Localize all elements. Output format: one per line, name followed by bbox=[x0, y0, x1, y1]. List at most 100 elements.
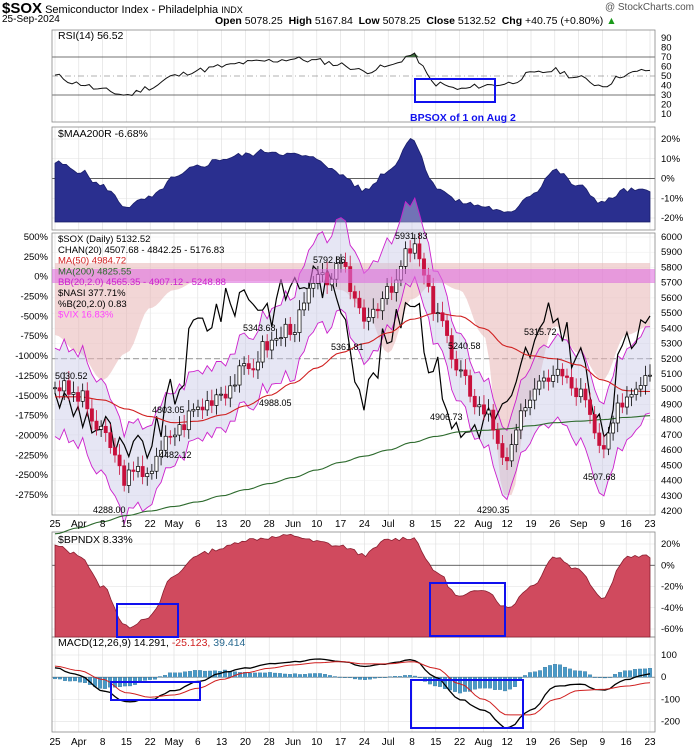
ohlc-readout: Open 5078.25 High 5167.84 Low 5078.25 Cl… bbox=[215, 15, 617, 27]
macd-histogram-bar bbox=[468, 677, 472, 692]
price-tick-right: 4300 bbox=[661, 491, 682, 502]
x-tick-label-top: Jul bbox=[382, 519, 395, 530]
macd-histogram-bar bbox=[383, 677, 387, 678]
candle-body bbox=[140, 466, 145, 477]
macd-histogram-bar bbox=[78, 677, 82, 683]
macd-histogram-bar bbox=[193, 670, 197, 678]
rsi-overbought-fill bbox=[55, 53, 650, 57]
maa-tick: -10% bbox=[661, 193, 684, 204]
macd-histogram-bar bbox=[643, 668, 647, 678]
candle-body bbox=[53, 387, 57, 390]
macd-histogram-bar bbox=[188, 671, 192, 678]
candle-body bbox=[449, 335, 454, 360]
macd-histogram-bar bbox=[133, 677, 137, 685]
price-annotation: 4482.12 bbox=[159, 450, 192, 460]
candle-body bbox=[541, 377, 546, 382]
candle-body bbox=[431, 286, 436, 314]
price-tick-right: 5200 bbox=[661, 354, 682, 365]
x-tick-label-top: 15 bbox=[430, 519, 442, 530]
x-tick-label-top: 9 bbox=[600, 519, 606, 530]
macd-histogram-bar bbox=[268, 672, 272, 678]
x-tick-label-bottom: 24 bbox=[359, 737, 371, 748]
x-tick-label-bottom: 9 bbox=[600, 737, 606, 748]
macd-histogram-bar bbox=[358, 677, 362, 680]
macd-histogram-bar bbox=[613, 674, 617, 678]
x-tick-label-bottom: 12 bbox=[502, 737, 514, 748]
price-tick-right: 4500 bbox=[661, 460, 682, 471]
candle-body bbox=[366, 317, 371, 322]
candle-body bbox=[500, 443, 505, 458]
macd-histogram-bar bbox=[573, 670, 577, 678]
price-tick-right: 5700 bbox=[661, 278, 682, 289]
macd-histogram-bar bbox=[173, 672, 177, 678]
candle-body bbox=[648, 374, 652, 377]
macd-histogram-bar bbox=[483, 677, 487, 689]
macd-histogram-bar bbox=[588, 674, 592, 678]
candle-body bbox=[468, 375, 473, 397]
macd-histogram-bar bbox=[343, 677, 347, 678]
x-tick-label-bottom: 10 bbox=[311, 737, 323, 748]
candle-body bbox=[292, 332, 297, 335]
candle-body bbox=[251, 368, 256, 371]
macd-histogram-bar bbox=[628, 670, 632, 678]
candle-body bbox=[371, 308, 376, 318]
nasi-line bbox=[54, 264, 651, 460]
macd-histogram-bar bbox=[353, 677, 357, 680]
price-tick-left: -1500% bbox=[15, 391, 48, 402]
macd-histogram-bar bbox=[158, 676, 162, 678]
candle-body bbox=[643, 375, 648, 386]
bpndx-label: $BPNDX 8.33% bbox=[58, 534, 133, 546]
candle-body bbox=[279, 337, 283, 339]
candle-body bbox=[191, 409, 196, 412]
rsi-annotation-text: BPSOX of 1 on Aug 2 bbox=[410, 112, 516, 124]
candle-body bbox=[297, 309, 302, 333]
candle-body bbox=[403, 248, 408, 267]
macd-tick: -200 bbox=[661, 717, 680, 728]
price-legend-item: BB(20,2.0) 4565.35 - 4907.12 - 5248.88 bbox=[58, 277, 226, 288]
candle-body bbox=[223, 393, 228, 399]
x-tick-label-top: 22 bbox=[454, 519, 466, 530]
candle-body bbox=[232, 384, 237, 387]
price-tick-right: 5900 bbox=[661, 247, 682, 258]
x-tick-label-bottom: 13 bbox=[216, 737, 228, 748]
x-tick-label-bottom: Apr bbox=[71, 737, 87, 748]
low-label: Low bbox=[358, 15, 380, 27]
macd-histogram-bar bbox=[473, 677, 477, 690]
macd-histogram-bar bbox=[648, 668, 652, 678]
x-tick-label-bottom: 22 bbox=[454, 737, 466, 748]
price-legend-item: MA(200) 4825.55 bbox=[58, 266, 131, 277]
chart-header-title: $SOX Semiconductor Index - Philadelphia … bbox=[2, 0, 243, 17]
price-annotation: 5361.81 bbox=[331, 342, 364, 352]
price-annotation: 5315.72 bbox=[524, 327, 557, 337]
macd-histogram-bar bbox=[558, 664, 562, 678]
candle-body bbox=[615, 402, 620, 424]
macd-label: MACD(12,26,9) 14.291, -25.123, 39.414 bbox=[58, 637, 246, 649]
candle-body bbox=[486, 409, 491, 415]
price-tick-right: 4600 bbox=[661, 445, 682, 456]
x-tick-label-bottom: 25 bbox=[49, 737, 61, 748]
price-tick-right: 4800 bbox=[661, 415, 682, 426]
x-tick-label-bottom: 20 bbox=[240, 737, 252, 748]
ma200-line bbox=[54, 415, 651, 535]
candle-body bbox=[352, 291, 357, 299]
x-tick-label-bottom: Aug bbox=[475, 737, 493, 748]
candle-body bbox=[76, 392, 81, 402]
candle-body bbox=[265, 341, 270, 351]
maa-tick: -20% bbox=[661, 213, 684, 224]
candle-body bbox=[389, 286, 394, 293]
candle-body bbox=[560, 368, 565, 377]
candle-body bbox=[103, 425, 108, 434]
candle-body bbox=[343, 261, 348, 267]
macd-histogram-bar bbox=[533, 671, 537, 678]
close-value: 5132.52 bbox=[457, 15, 496, 27]
candle-body bbox=[283, 323, 288, 338]
macd-histogram-bar bbox=[328, 675, 332, 678]
x-tick-label-top: 12 bbox=[502, 519, 514, 530]
candle-body bbox=[505, 457, 509, 462]
x-tick-label-bottom: 26 bbox=[549, 737, 561, 748]
candle-body bbox=[624, 396, 629, 408]
macd-signal-line bbox=[54, 661, 651, 716]
price-tick-right: 5500 bbox=[661, 308, 682, 319]
macd-histogram-bar bbox=[513, 677, 517, 687]
bb-upper bbox=[54, 196, 651, 439]
